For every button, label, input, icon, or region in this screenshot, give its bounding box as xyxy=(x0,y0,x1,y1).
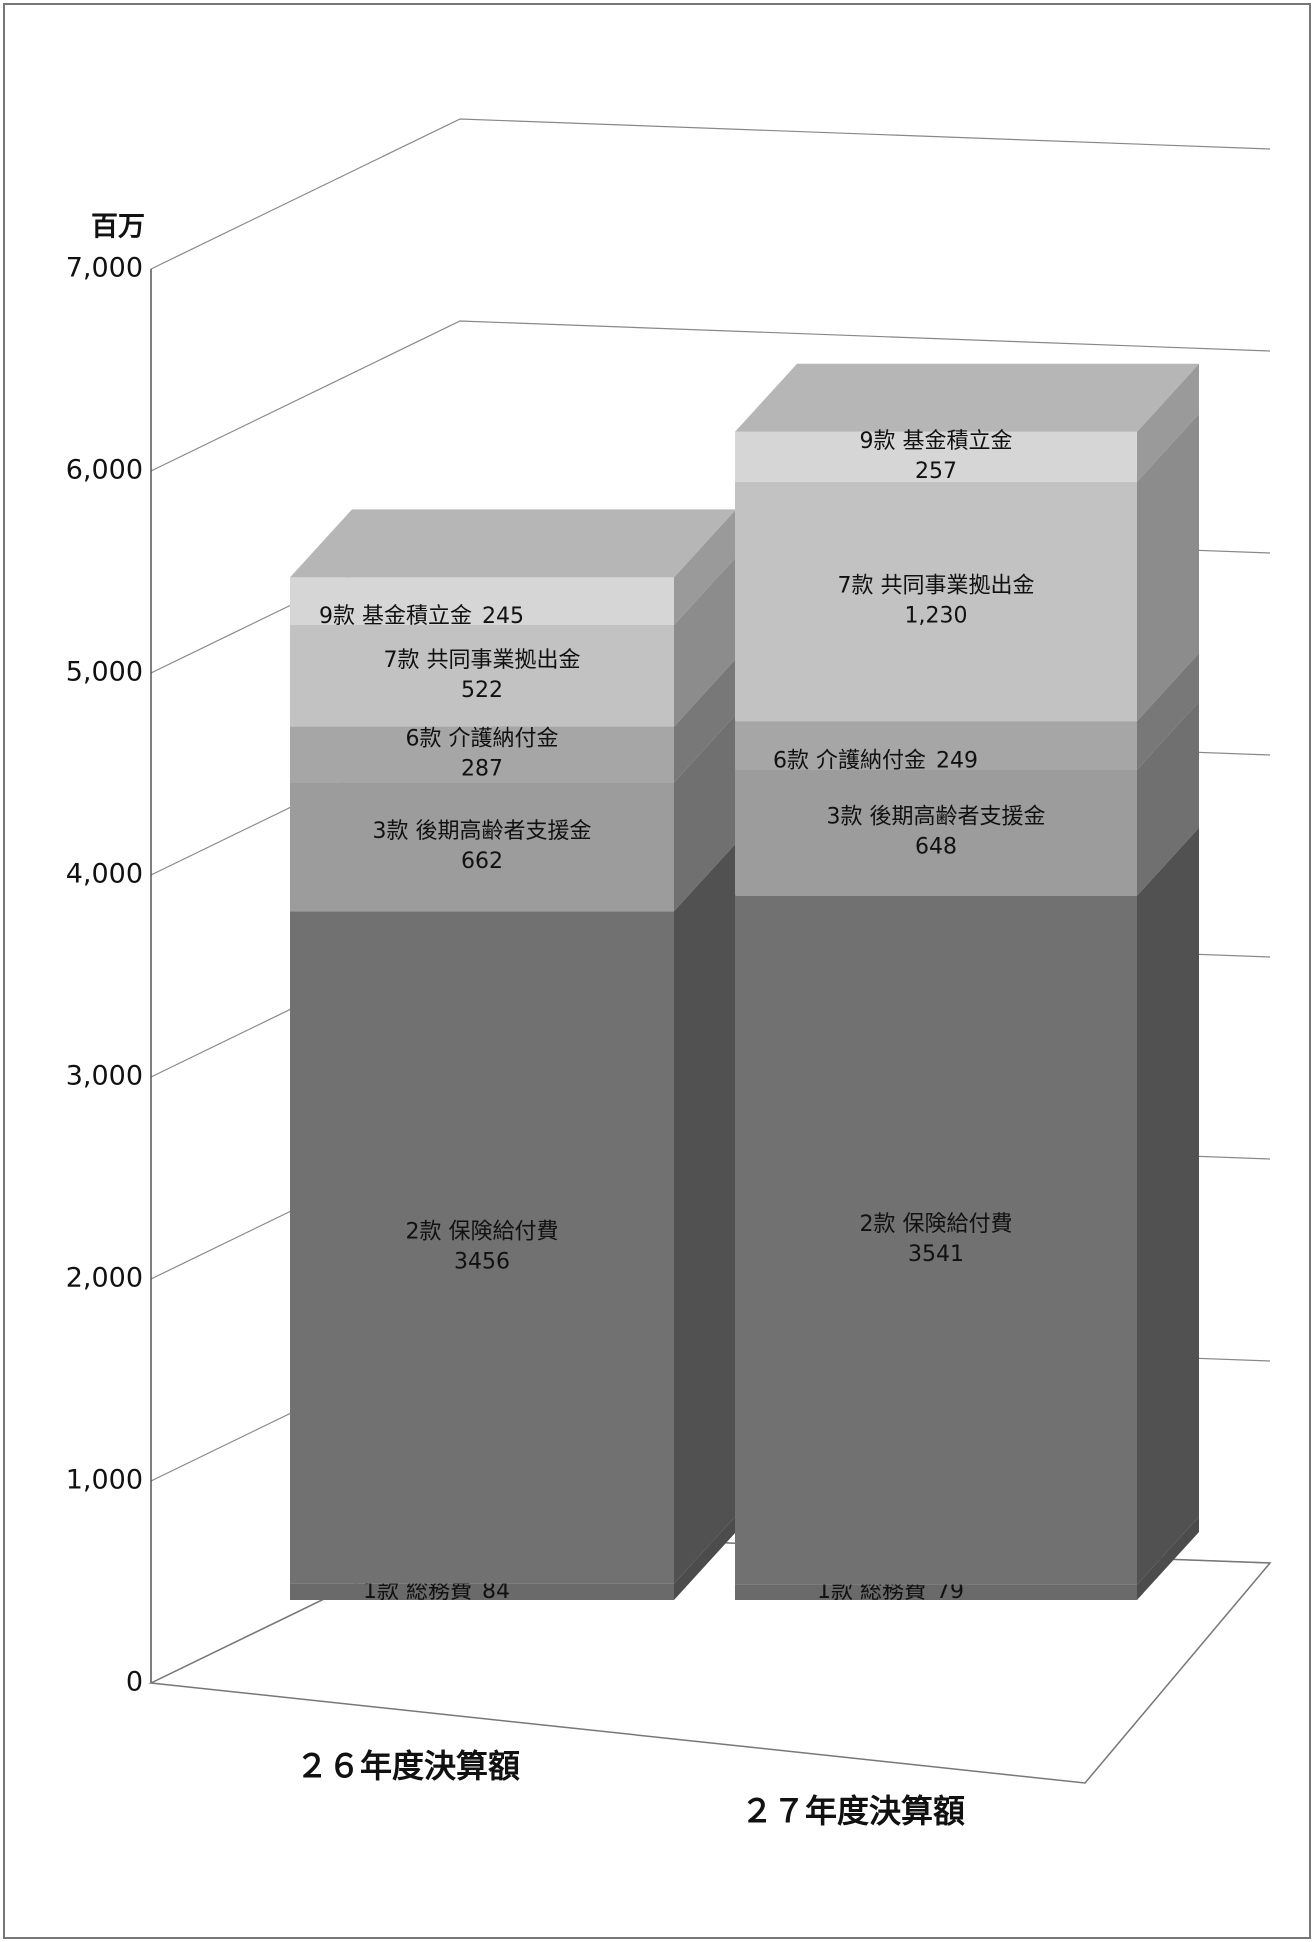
data-label-value: 249 xyxy=(936,749,978,774)
bar-side xyxy=(674,1515,736,1600)
y-tick-label: 1,000 xyxy=(66,1465,143,1496)
bar-segment xyxy=(290,577,674,626)
y-axis-unit: 百万 xyxy=(91,212,145,243)
bar-segment xyxy=(735,721,1137,770)
data-label-value: 648 xyxy=(915,835,957,860)
data-label-name: 9款 基金積立金 xyxy=(860,429,1013,454)
y-tick-label: 2,000 xyxy=(66,1263,143,1294)
bar-side xyxy=(1137,413,1199,722)
y-tick-label: 4,000 xyxy=(66,859,143,890)
data-label-name: 7款 共同事業拠出金 xyxy=(384,648,581,673)
bar-side xyxy=(674,658,736,783)
bar-segment xyxy=(735,431,1137,482)
data-label-name: 3款 後期高齢者支援金 xyxy=(373,819,592,844)
bar-side xyxy=(1137,827,1199,1585)
bar-side xyxy=(1137,701,1199,896)
bar-segment xyxy=(735,1584,1137,1600)
x-tick-label: ２６年度決算額 xyxy=(296,1747,520,1785)
bar-segment xyxy=(290,782,674,912)
data-label-name: 3款 後期高齢者支援金 xyxy=(827,805,1046,830)
bar-segment xyxy=(290,726,674,783)
bar-side xyxy=(674,714,736,912)
bar-segment xyxy=(290,911,674,1584)
data-label-name: 6款 介護納付金 xyxy=(406,726,559,751)
bar-segment xyxy=(735,895,1137,1585)
data-label-value: 522 xyxy=(461,678,503,703)
bar-side xyxy=(1137,1516,1199,1600)
bar-segment xyxy=(290,1583,674,1600)
data-label-value: 3456 xyxy=(454,1249,510,1274)
y-tick-label: 3,000 xyxy=(66,1061,143,1092)
data-label-value: 3541 xyxy=(908,1242,964,1267)
bar-segment xyxy=(290,625,674,727)
y-tick-label: 6,000 xyxy=(66,455,143,486)
data-label-value: 257 xyxy=(915,459,957,484)
data-label-name: 9款 基金積立金 xyxy=(319,604,472,629)
bar-side xyxy=(1137,653,1199,770)
grid-line xyxy=(150,320,1271,472)
data-label-name: 2款 保険給付費 xyxy=(860,1212,1013,1237)
x-tick-label: ２７年度決算額 xyxy=(741,1792,965,1830)
data-label-name: 6款 介護納付金 xyxy=(773,749,926,774)
y-tick-label: 5,000 xyxy=(66,657,143,688)
bar-top xyxy=(290,509,736,578)
bar-top xyxy=(735,363,1199,432)
data-label-value: 245 xyxy=(482,604,524,629)
y-tick-label: 0 xyxy=(126,1667,143,1698)
data-label-value: 662 xyxy=(461,849,503,874)
bar-side xyxy=(1137,363,1199,482)
bar-side xyxy=(674,509,736,626)
bar-side xyxy=(674,843,736,1584)
bar-side xyxy=(674,557,736,727)
bar-segment xyxy=(735,481,1137,722)
data-label-name: 2款 保険給付費 xyxy=(406,1219,559,1244)
y-tick-label: 7,000 xyxy=(66,253,143,284)
data-label-value: 287 xyxy=(461,756,503,781)
data-label-value: 1,230 xyxy=(905,603,968,628)
data-label-name: 7款 共同事業拠出金 xyxy=(838,573,1035,598)
bar-segment xyxy=(735,769,1137,896)
grid-line xyxy=(150,118,1271,270)
